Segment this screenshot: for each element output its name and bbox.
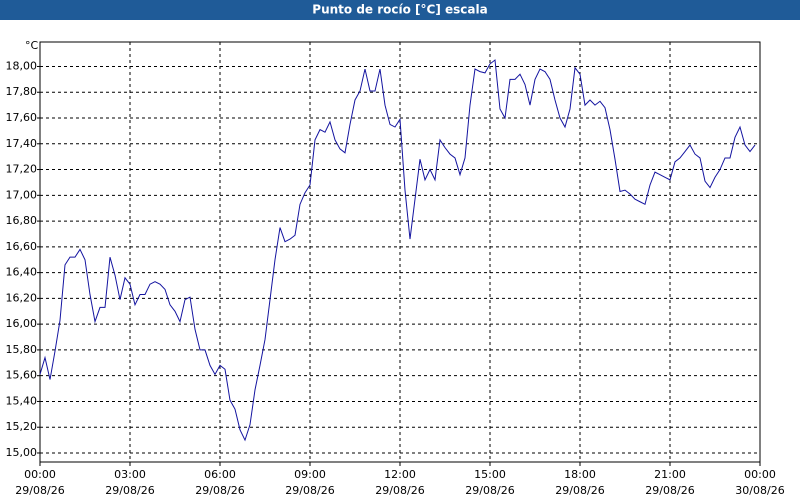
y-tick-label: 17,60	[6, 111, 38, 124]
x-tick-date: 29/08/26	[105, 484, 154, 497]
x-tick-date: 29/08/26	[195, 484, 244, 497]
x-tick-date: 30/08/26	[735, 484, 784, 497]
x-tick-date: 29/08/26	[15, 484, 64, 497]
y-tick-label: 16,00	[6, 317, 38, 330]
chart-title: Punto de rocío [°C] escala	[312, 3, 487, 17]
y-tick-label: 17,80	[6, 85, 38, 98]
x-tick-date: 29/08/26	[645, 484, 694, 497]
y-tick-label: 15,40	[6, 394, 38, 407]
x-tick-label: 15:00	[474, 468, 506, 481]
x-tick-label: 03:00	[114, 468, 146, 481]
x-tick-date: 29/08/26	[555, 484, 604, 497]
x-tick-date: 29/08/26	[465, 484, 514, 497]
x-tick-label: 18:00	[564, 468, 596, 481]
x-tick-label: 12:00	[384, 468, 416, 481]
y-tick-label: 16,20	[6, 291, 38, 304]
y-tick-label: 17,20	[6, 163, 38, 176]
y-tick-label: 15,00	[6, 446, 38, 459]
y-unit: °C	[25, 39, 39, 52]
y-tick-label: 16,60	[6, 240, 38, 253]
y-tick-label: 15,80	[6, 343, 38, 356]
x-tick-label: 00:00	[744, 468, 776, 481]
x-tick-label: 09:00	[294, 468, 326, 481]
y-tick-label: 16,80	[6, 214, 38, 227]
x-tick-label: 00:00	[24, 468, 56, 481]
x-tick-label: 21:00	[654, 468, 686, 481]
y-tick-label: 17,40	[6, 137, 38, 150]
title-bar	[0, 0, 800, 20]
y-tick-label: 15,60	[6, 369, 38, 382]
x-tick-label: 06:00	[204, 468, 236, 481]
y-tick-label: 16,40	[6, 266, 38, 279]
x-tick-date: 29/08/26	[375, 484, 424, 497]
y-tick-label: 17,00	[6, 188, 38, 201]
x-tick-date: 29/08/26	[285, 484, 334, 497]
y-tick-label: 15,20	[6, 420, 38, 433]
data-line	[39, 59, 756, 442]
y-tick-label: 18,00	[6, 59, 38, 72]
